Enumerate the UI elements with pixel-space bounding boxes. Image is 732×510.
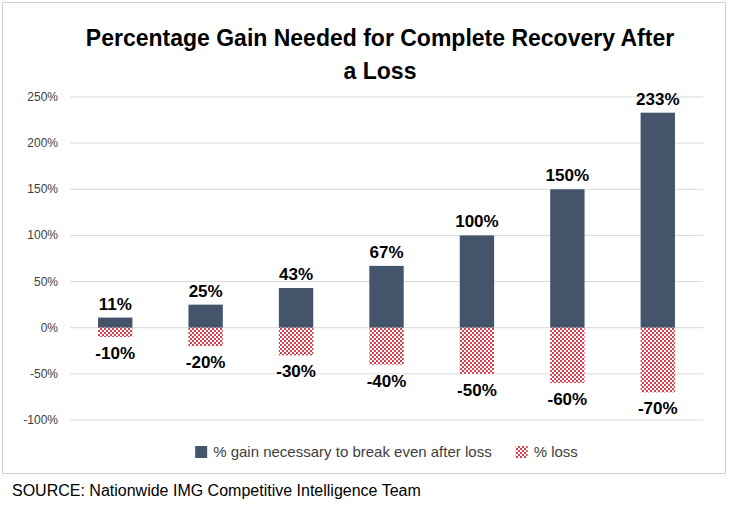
- y-tick-label: 200%: [27, 136, 58, 150]
- grid-line: [70, 143, 703, 144]
- bar: [98, 318, 132, 328]
- chart-title: Percentage Gain Needed for Complete Reco…: [80, 22, 680, 88]
- data-label: 43%: [279, 265, 313, 284]
- source-note: SOURCE: Nationwide IMG Competitive Intel…: [12, 482, 421, 500]
- data-label: -40%: [367, 372, 407, 391]
- y-tick-label: -50%: [30, 367, 58, 381]
- bar: [98, 328, 132, 337]
- data-label: -70%: [638, 399, 678, 418]
- data-label: -20%: [186, 353, 226, 372]
- bar: [460, 235, 494, 327]
- data-label: -50%: [457, 381, 497, 400]
- bar: [369, 266, 403, 328]
- legend: % gain necessary to break even after los…: [195, 443, 578, 460]
- data-label: 25%: [189, 282, 223, 301]
- legend-label: % loss: [534, 443, 578, 460]
- y-tick-label: 0%: [41, 321, 59, 335]
- bar: [188, 305, 222, 328]
- grid-line: [70, 189, 703, 190]
- bar: [460, 328, 494, 374]
- y-tick-label: 100%: [27, 228, 58, 242]
- grid-line: [70, 97, 703, 98]
- legend-swatch: [516, 446, 528, 458]
- data-label: 233%: [636, 90, 679, 109]
- bar: [550, 189, 584, 327]
- y-tick-label: 150%: [27, 182, 58, 196]
- y-tick-label: -100%: [23, 413, 58, 427]
- bars: [98, 113, 675, 393]
- bar: [188, 328, 222, 346]
- data-label: -60%: [548, 390, 588, 409]
- data-label: 100%: [455, 212, 498, 231]
- chart-svg: -100% -50% 0% 50% 100% 150% 200% 250% 11% 25% 43% 6…: [0, 0, 732, 510]
- legend-swatch: [195, 446, 207, 458]
- grid-line: [70, 420, 703, 421]
- data-label: 67%: [369, 243, 403, 262]
- y-tick-label: 250%: [27, 90, 58, 104]
- bar: [279, 288, 313, 328]
- grid-line: [70, 235, 703, 236]
- data-label: 11%: [99, 295, 132, 314]
- data-label: 150%: [546, 166, 589, 185]
- bar: [369, 328, 403, 365]
- legend-label: % gain necessary to break even after los…: [213, 443, 491, 460]
- bar: [279, 328, 313, 356]
- bar: [641, 113, 675, 328]
- grid: [70, 97, 703, 420]
- data-label: -10%: [95, 344, 135, 363]
- bar: [550, 328, 584, 383]
- y-tick-label: 50%: [34, 275, 58, 289]
- data-label: -30%: [276, 362, 316, 381]
- bar: [641, 328, 675, 393]
